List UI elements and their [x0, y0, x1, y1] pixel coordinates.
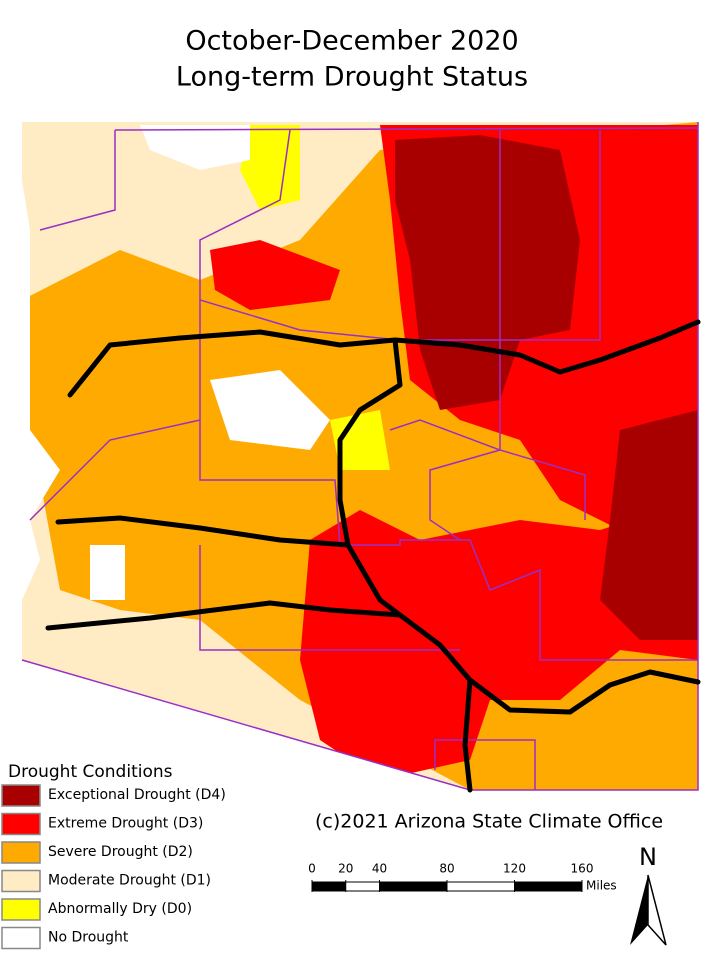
legend-label: Exceptional Drought (D4) [48, 787, 226, 803]
legend-title: Drought Conditions [8, 762, 173, 782]
county-line [199, 300, 698, 661]
scale-segment [345, 881, 380, 892]
scale-segment [446, 881, 515, 892]
scale-tick-label: 80 [439, 862, 454, 876]
title-line: Long-term Drought Status [176, 62, 528, 93]
highway [467, 669, 701, 715]
county-line [499, 130, 601, 341]
legend-swatch [1, 812, 41, 836]
county-line [29, 419, 201, 521]
highway [337, 337, 473, 793]
legend-label: Abnormally Dry (D0) [48, 901, 192, 917]
legend-label: Moderate Drought (D1) [48, 873, 211, 889]
scale-unit: Miles [586, 879, 617, 893]
north-label: N [639, 843, 657, 871]
d0-area [330, 410, 390, 470]
county-line [39, 130, 116, 231]
highway [67, 319, 701, 398]
county-line [389, 419, 503, 541]
drought-map [21, 122, 701, 793]
scale-tick-label: 160 [571, 862, 594, 876]
scale-tick-label: 0 [308, 862, 316, 876]
county-line [434, 739, 536, 790]
scale-segment [379, 881, 448, 892]
north-arrow: N [630, 843, 667, 946]
legend-swatch [1, 869, 41, 893]
d3-area [300, 500, 698, 780]
scale-segment [514, 881, 583, 892]
legend-label: Extreme Drought (D3) [48, 816, 203, 832]
county-line [199, 129, 586, 520]
scale-tick-label: 120 [503, 862, 526, 876]
county-line [199, 545, 460, 651]
county-line [21, 122, 699, 791]
no-drought-area [140, 125, 250, 170]
scale-bar: 0 20 40 80 120 160 Miles [308, 862, 616, 893]
credit: (c)2021 Arizona State Climate Office [315, 811, 663, 833]
no-drought-area [210, 370, 330, 450]
highway [55, 515, 351, 548]
legend-swatch [1, 898, 41, 921]
d3-area [210, 240, 340, 310]
legend-swatch [1, 841, 41, 864]
county-line [114, 127, 699, 131]
highway [45, 600, 403, 631]
no-drought-area [90, 545, 125, 600]
d4-area [600, 410, 698, 640]
scale-tick-label: 20 [338, 862, 353, 876]
legend-swatch [1, 784, 41, 807]
legend-label: No Drought [48, 930, 129, 946]
scale-segment [311, 881, 347, 892]
arrow-right [647, 874, 667, 946]
title-line: October-December 2020 [185, 26, 518, 57]
legend-label: Severe Drought (D2) [48, 844, 193, 860]
d0-area [240, 125, 300, 210]
scale-tick-label: 40 [372, 862, 387, 876]
arrow-left [630, 875, 648, 945]
legend-swatch [1, 926, 41, 950]
legend: Exceptional Drought (D4) Extreme Drought … [1, 784, 226, 950]
